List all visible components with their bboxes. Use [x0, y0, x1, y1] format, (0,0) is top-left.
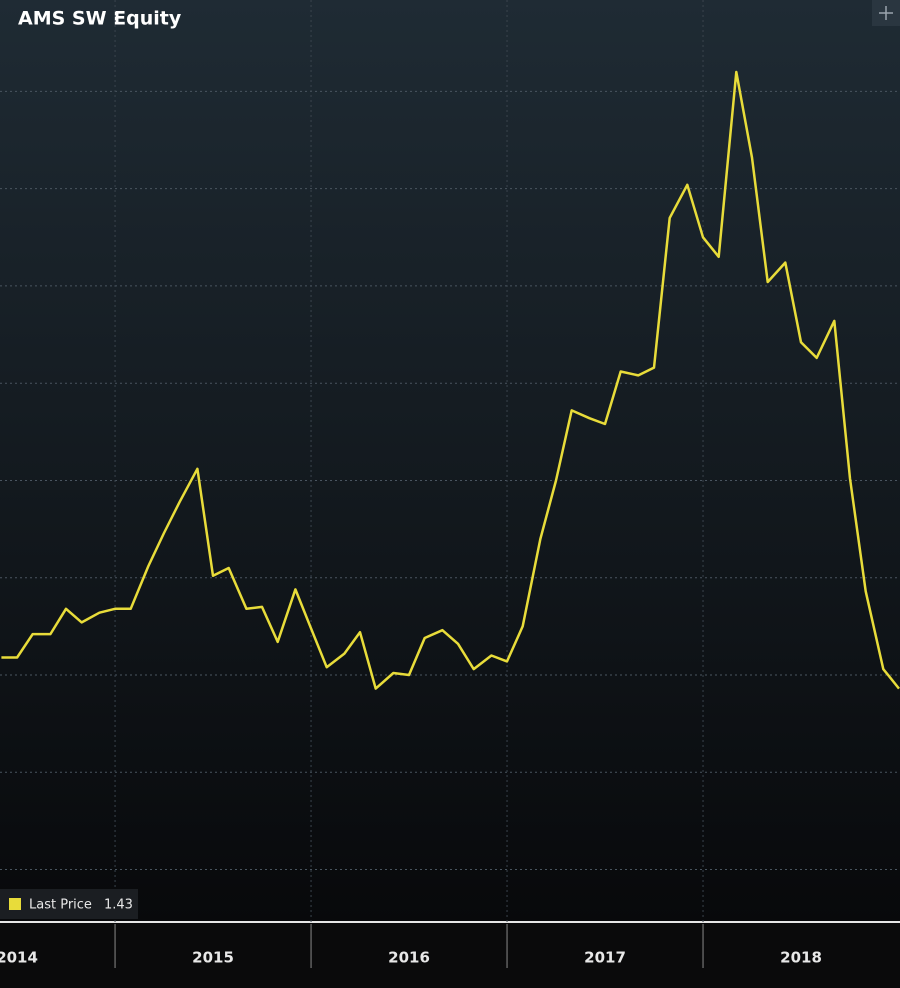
legend: Last Price 1.43 [0, 889, 138, 919]
legend-label: Last Price [29, 898, 92, 913]
price-line [1, 70, 900, 690]
x-tick-label: 2018 [780, 949, 822, 967]
icon-glyph [879, 6, 893, 20]
legend-value: 1.43 [104, 898, 133, 913]
x-tick-label: 2016 [388, 949, 430, 967]
plot-background [0, 0, 900, 922]
x-tick-label: 2015 [192, 949, 234, 967]
x-tick-label: 2014 [0, 949, 38, 967]
x-tick-label: 2017 [584, 949, 626, 967]
axis-background [0, 922, 900, 988]
crosshair-icon[interactable] [872, 0, 900, 26]
chart-title: AMS SW Equity [18, 8, 182, 30]
legend-box [0, 889, 138, 919]
legend-swatch [9, 898, 21, 910]
